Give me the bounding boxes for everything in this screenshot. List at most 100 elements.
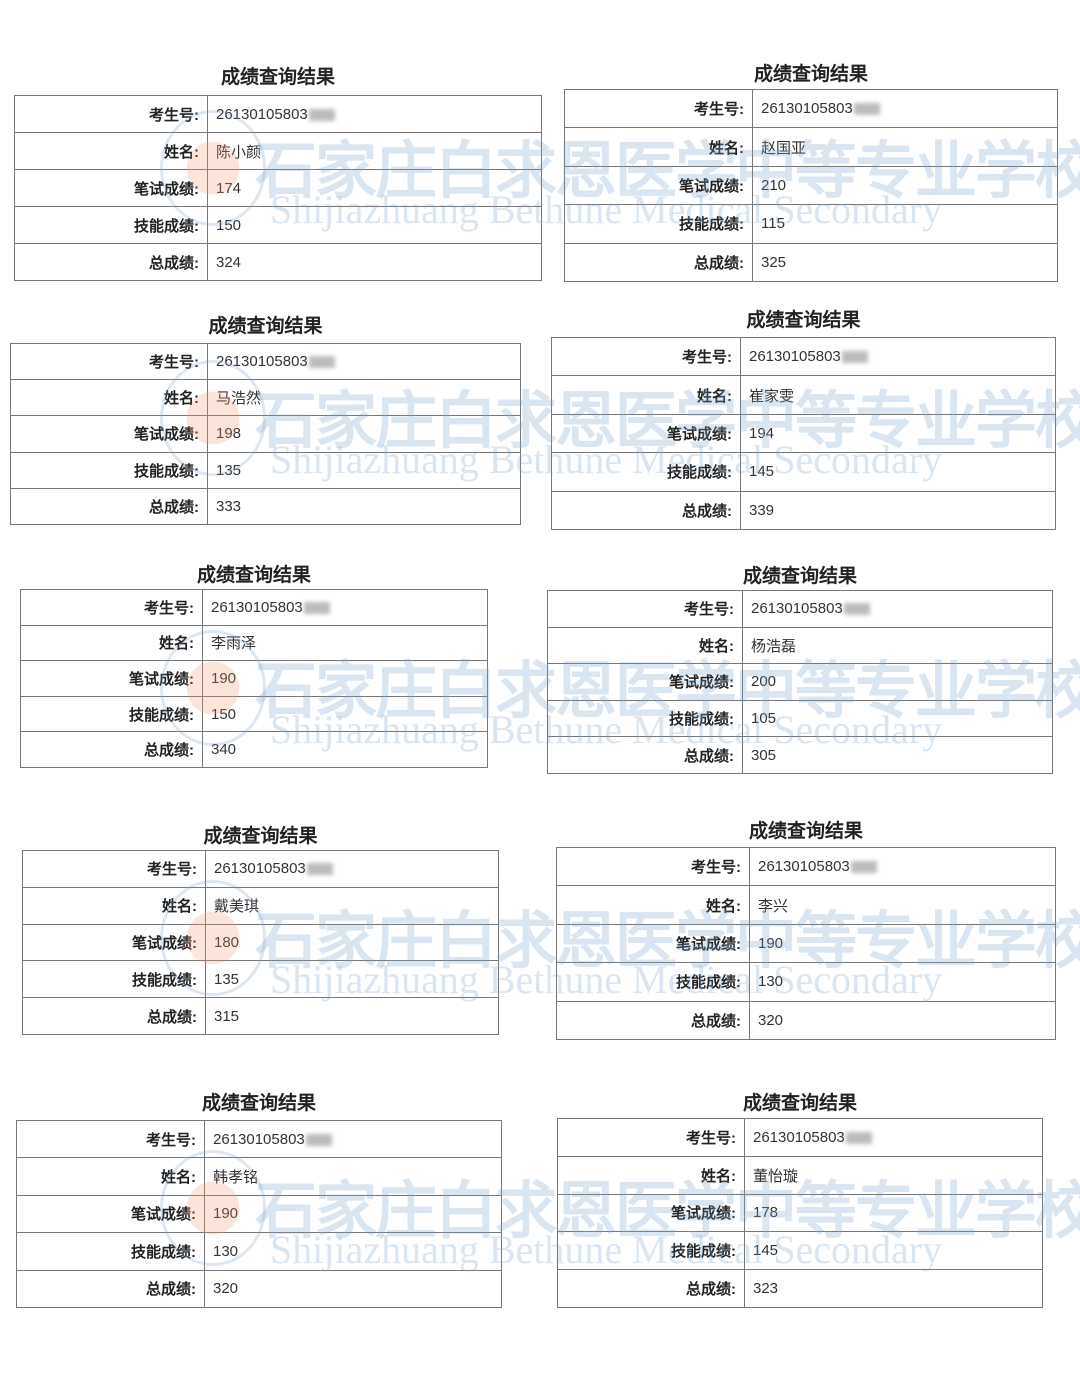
id-value: 26130105803 xyxy=(216,105,308,123)
table-row-id: 考生号: 26130105803 xyxy=(10,342,521,381)
redacted-id-suffix xyxy=(850,861,877,874)
skill-label: 技能成绩: xyxy=(16,1232,205,1271)
table-row-total: 总成绩: 323 xyxy=(557,1269,1043,1308)
id-label: 考生号: xyxy=(551,336,741,377)
card-title: 成绩查询结果 xyxy=(208,316,323,337)
name-label: 姓名: xyxy=(20,624,203,662)
redacted-id-suffix xyxy=(308,108,335,121)
table-row-written: 笔试成绩: 194 xyxy=(551,413,1056,454)
card-title: 成绩查询结果 xyxy=(742,566,857,587)
id-value: 26130105803 xyxy=(214,860,306,878)
table-row-skill: 技能成绩: 105 xyxy=(547,699,1053,738)
total-value: 324 xyxy=(216,253,242,271)
written-label: 笔试成绩: xyxy=(547,663,743,701)
redacted-id-suffix xyxy=(305,1133,332,1146)
written-label: 笔试成绩: xyxy=(564,165,753,206)
name-value: 杨浩磊 xyxy=(751,637,797,655)
card-title: 成绩查询结果 xyxy=(753,64,868,85)
written-label: 笔试成绩: xyxy=(16,1194,205,1234)
table-row-skill: 技能成绩: 115 xyxy=(564,204,1058,244)
total-label: 总成绩: xyxy=(16,1269,205,1309)
total-label: 总成绩: xyxy=(556,1000,750,1041)
score-card: 成绩查询结果 考生号: 26130105803 姓名: 崔家雯 笔试成绩: 194 技能成绩:… xyxy=(551,305,1056,531)
table-row-skill: 技能成绩: 130 xyxy=(556,962,1056,1002)
written-value: 190 xyxy=(213,1205,239,1223)
id-value: 26130105803 xyxy=(213,1130,305,1148)
table-row-id: 考生号: 26130105803 xyxy=(556,846,1056,887)
skill-label: 技能成绩: xyxy=(20,695,203,733)
name-label: 姓名: xyxy=(14,132,208,170)
id-value: 26130105803 xyxy=(211,598,303,616)
total-value: 320 xyxy=(758,1011,784,1029)
id-label: 考生号: xyxy=(20,589,203,626)
table-row-id: 考生号: 26130105803 xyxy=(557,1118,1043,1157)
id-label: 考生号: xyxy=(556,846,750,887)
table-row-id: 考生号: 26130105803 xyxy=(547,590,1053,628)
score-card: 成绩查询结果 考生号: 26130105803 姓名: 戴美琪 笔试成绩: 180 技能成绩:… xyxy=(22,821,499,1035)
card-title: 成绩查询结果 xyxy=(201,1093,316,1114)
written-value: 190 xyxy=(211,669,237,687)
name-label: 姓名: xyxy=(10,379,208,417)
redacted-id-suffix xyxy=(841,351,868,364)
written-value: 190 xyxy=(758,934,784,952)
redacted-id-suffix xyxy=(843,603,870,616)
table-row-name: 姓名: 杨浩磊 xyxy=(547,626,1053,665)
id-label: 考生号: xyxy=(14,95,208,133)
table-row-written: 笔试成绩: 174 xyxy=(14,169,542,207)
table-row-total: 总成绩: 305 xyxy=(547,736,1053,774)
redacted-id-suffix xyxy=(845,1131,872,1144)
table-row-skill: 技能成绩: 150 xyxy=(20,695,488,733)
id-value: 26130105803 xyxy=(761,100,853,118)
table-row-skill: 技能成绩: 150 xyxy=(14,206,542,244)
written-value: 200 xyxy=(751,673,777,691)
written-label: 笔试成绩: xyxy=(10,415,208,453)
total-value: 320 xyxy=(213,1280,239,1298)
skill-value: 130 xyxy=(758,973,784,991)
table-row-name: 姓名: 马浩然 xyxy=(10,379,521,417)
name-label: 姓名: xyxy=(22,886,206,925)
written-value: 174 xyxy=(216,179,242,197)
score-table: 考生号: 26130105803 姓名: 戴美琪 笔试成绩: 180 技能成绩: 135 总成绩… xyxy=(22,850,499,1035)
table-row-skill: 技能成绩: 135 xyxy=(10,451,521,489)
name-value: 戴美琪 xyxy=(214,898,260,916)
total-label: 总成绩: xyxy=(547,736,743,774)
card-title: 成绩查询结果 xyxy=(203,826,318,847)
skill-value: 130 xyxy=(213,1242,239,1260)
name-value: 李雨泽 xyxy=(211,635,257,653)
score-card: 成绩查询结果 考生号: 26130105803 姓名: 韩孝铭 笔试成绩: 190 技能成绩:… xyxy=(16,1088,502,1309)
table-row-total: 总成绩: 325 xyxy=(564,242,1058,283)
table-row-name: 姓名: 戴美琪 xyxy=(22,886,499,925)
table-row-id: 考生号: 26130105803 xyxy=(20,589,488,626)
table-row-id: 考生号: 26130105803 xyxy=(16,1119,502,1159)
card-title: 成绩查询结果 xyxy=(220,67,335,88)
table-row-skill: 技能成绩: 135 xyxy=(22,960,499,999)
name-label: 姓名: xyxy=(557,1155,745,1195)
total-label: 总成绩: xyxy=(20,731,203,768)
skill-value: 135 xyxy=(214,970,240,988)
score-card: 成绩查询结果考生号: 26130105803 姓名: 杨浩磊 笔试成绩: 200 技能成绩:… xyxy=(547,561,1053,774)
written-value: 194 xyxy=(749,424,775,442)
id-value: 26130105803 xyxy=(749,348,841,366)
written-value: 178 xyxy=(753,1204,779,1222)
table-row-id: 考生号: 26130105803 xyxy=(14,95,542,133)
written-label: 笔试成绩: xyxy=(22,923,206,962)
card-title: 成绩查询结果 xyxy=(742,1093,857,1114)
score-card: 成绩查询结果 考生号: 26130105803 姓名: 董怡璇 笔试成绩: 178 技能成绩:… xyxy=(557,1088,1043,1308)
redacted-id-suffix xyxy=(303,601,330,614)
name-value: 李兴 xyxy=(758,897,789,915)
id-label: 考生号: xyxy=(16,1119,205,1159)
table-row-name: 姓名: 赵国亚 xyxy=(564,127,1058,167)
id-label: 考生号: xyxy=(10,342,208,381)
redacted-id-suffix xyxy=(306,863,333,876)
score-table: 考生号: 26130105803 姓名: 赵国亚 笔试成绩: 210 技能成绩: 115 总成绩… xyxy=(564,88,1058,283)
name-label: 姓名: xyxy=(547,626,743,665)
name-label: 姓名: xyxy=(551,375,741,415)
name-value: 马浩然 xyxy=(216,390,262,408)
score-table: 考生号: 26130105803 姓名: 马浩然 笔试成绩: 198 技能成绩: 135 总成绩… xyxy=(10,342,521,526)
total-label: 总成绩: xyxy=(14,243,208,281)
redacted-id-suffix xyxy=(853,103,880,116)
skill-value: 135 xyxy=(216,461,242,479)
table-row-skill: 技能成绩: 130 xyxy=(16,1232,502,1271)
name-value: 赵国亚 xyxy=(761,139,807,157)
total-value: 315 xyxy=(214,1007,240,1025)
